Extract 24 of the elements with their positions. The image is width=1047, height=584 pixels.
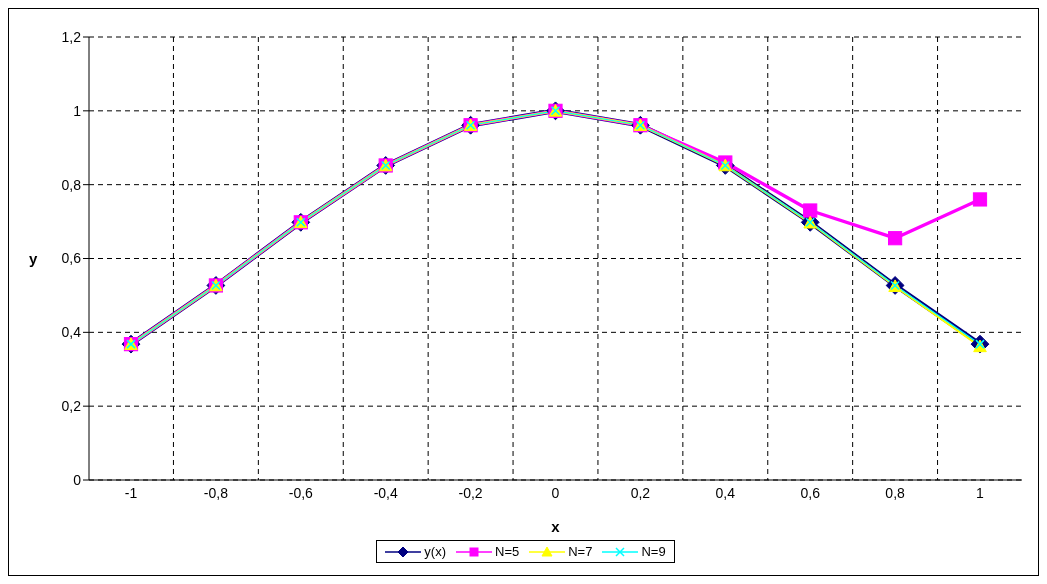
- x-tick-label: 0,6: [800, 484, 821, 501]
- x-tick-label: 0,4: [715, 484, 736, 501]
- x-tick-label: -0,4: [373, 484, 398, 501]
- x-tick-label: -0,6: [288, 484, 314, 501]
- x-tick-label: 0,8: [885, 484, 906, 501]
- y-tick-label: 1: [73, 102, 82, 119]
- x-tick-label: -1: [124, 484, 138, 501]
- x-tick-label: 1: [976, 484, 985, 501]
- y-tick-label: 0,4: [61, 324, 82, 341]
- y-axis-title: y: [29, 249, 38, 267]
- legend-label: N=5: [495, 544, 520, 559]
- x-tick-label: 0: [551, 484, 560, 501]
- y-tick-label: 0: [73, 471, 82, 488]
- y-tick-label: 1,2: [61, 28, 82, 45]
- x-tick-label: -0,8: [203, 484, 229, 501]
- x-axis-title: x: [551, 518, 561, 535]
- legend-label: N=9: [641, 544, 666, 559]
- legend-label: y(x): [424, 544, 446, 559]
- x-tick-label: -0,2: [458, 484, 483, 501]
- legend-label: N=7: [568, 544, 593, 559]
- y-tick-label: 0,2: [61, 398, 82, 415]
- y-tick-label: 0,8: [61, 176, 82, 193]
- x-tick-label: 0,2: [630, 484, 651, 501]
- y-tick-label: 0,6: [61, 250, 82, 267]
